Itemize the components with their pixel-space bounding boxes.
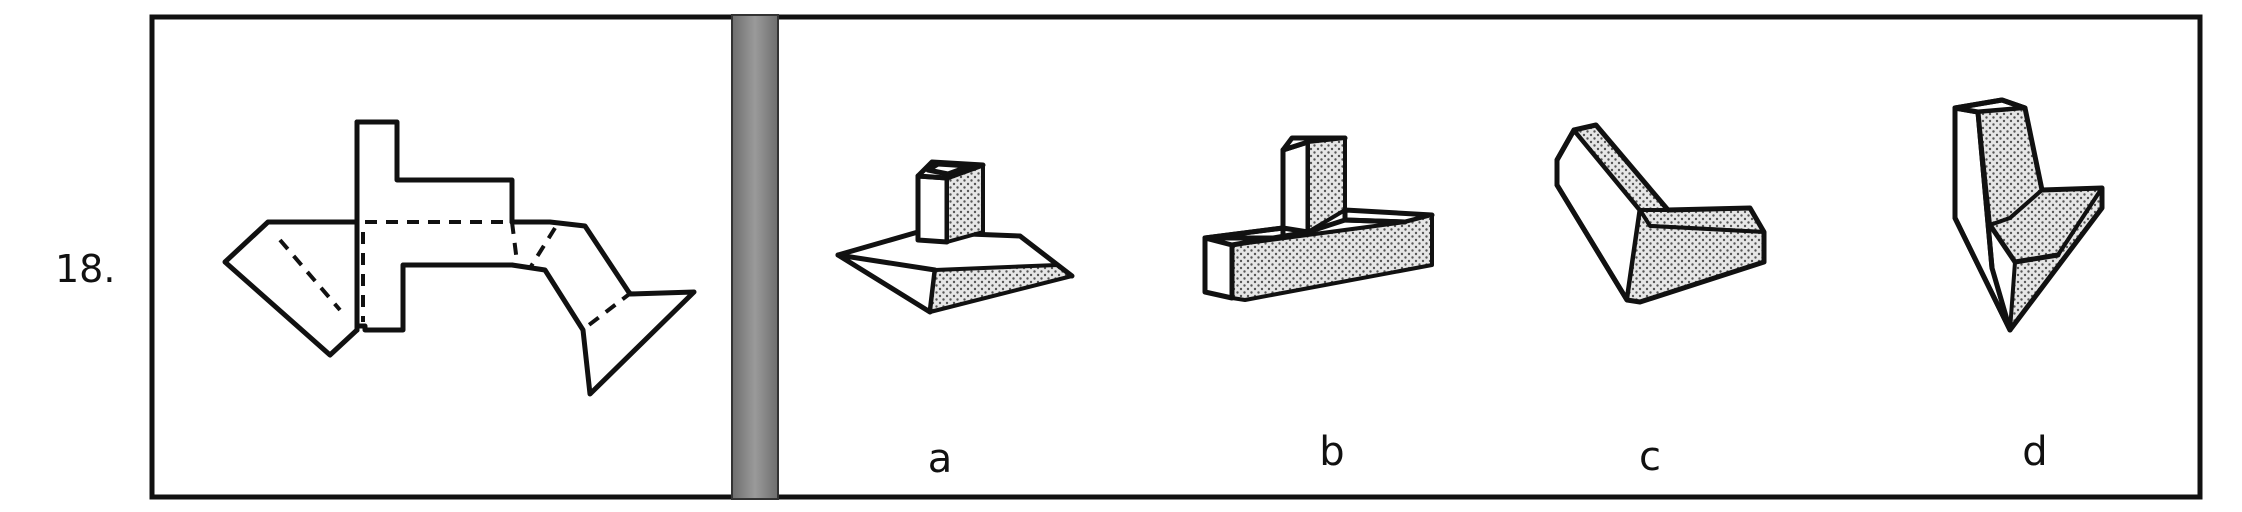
option-a-label: a xyxy=(928,436,953,482)
option-c-shape xyxy=(1554,122,1767,305)
outer-frame xyxy=(149,14,2203,500)
option-b-label: b xyxy=(1319,429,1344,475)
unfolded-net-icon xyxy=(222,119,697,397)
option-d-label: d xyxy=(2022,429,2047,475)
option-c-label: c xyxy=(1639,434,1661,480)
option-b-shape xyxy=(1202,135,1435,302)
question-number: 18. xyxy=(55,247,115,291)
option-a-shape xyxy=(835,159,1075,315)
separator-bar xyxy=(731,14,779,500)
option-d-shape xyxy=(1952,97,2105,333)
